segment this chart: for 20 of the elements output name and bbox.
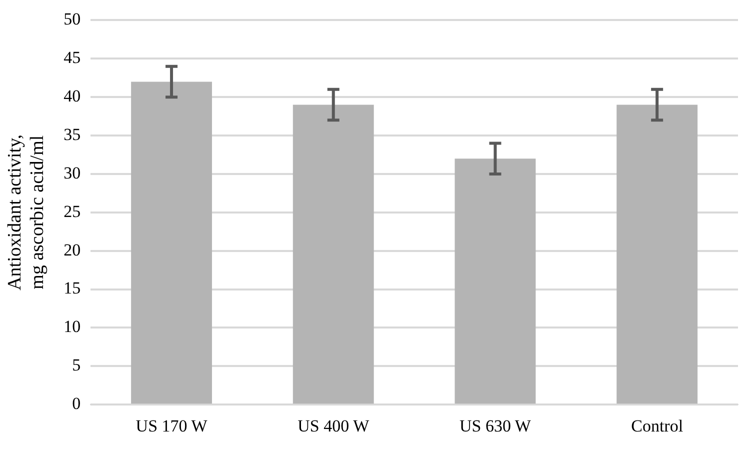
y-tick-label: 40 xyxy=(64,86,81,106)
x-tick-label: US 400 W xyxy=(298,416,370,436)
y-tick-label: 45 xyxy=(64,48,81,68)
y-tick-label: 30 xyxy=(64,163,81,182)
x-tick-label: US 630 W xyxy=(459,416,532,436)
bar xyxy=(131,82,212,404)
x-tick-label: Control xyxy=(631,416,684,436)
y-tick-label: 35 xyxy=(64,124,81,144)
y-tick-label: 50 xyxy=(64,10,81,29)
x-tick-label: US 170 W xyxy=(136,416,208,436)
y-tick-label: 5 xyxy=(72,356,81,375)
y-axis-title: Antioxidant activity, mg ascorbic acid/ml xyxy=(4,134,48,290)
bar xyxy=(454,158,536,404)
y-tick-label: 20 xyxy=(64,240,81,260)
y-tick-label: 25 xyxy=(64,202,81,221)
y-tick-label: 15 xyxy=(64,278,81,298)
y-tick-label: 10 xyxy=(64,317,81,336)
bar xyxy=(292,104,374,404)
y-tick-label: 0 xyxy=(72,394,81,414)
bar xyxy=(616,104,698,404)
